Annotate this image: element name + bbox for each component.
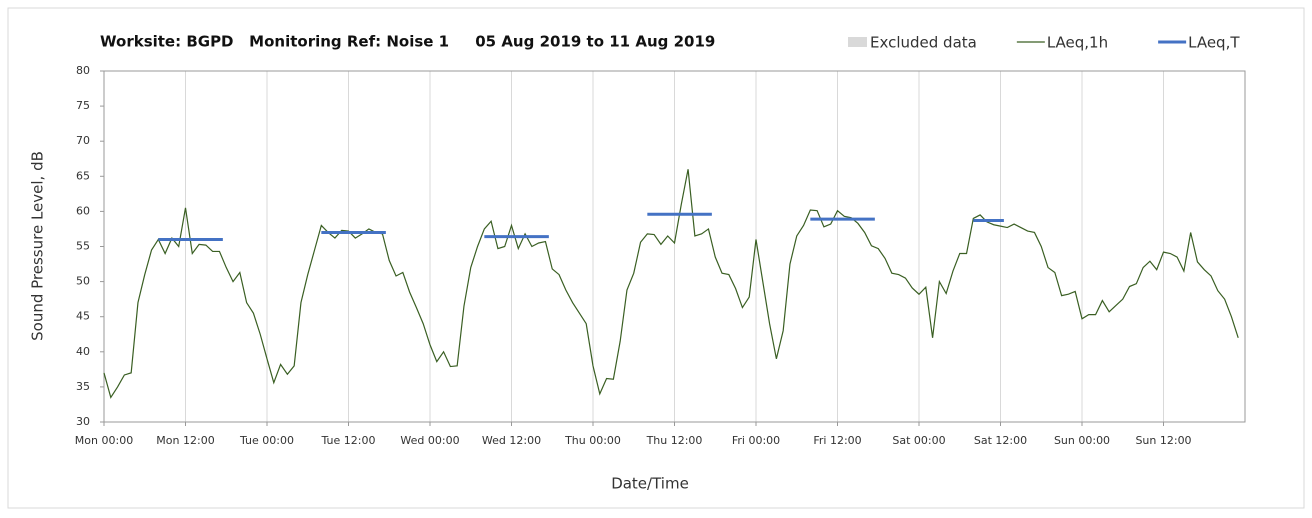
x-tick-label: Fri 12:00 bbox=[813, 434, 861, 447]
y-tick-label: 50 bbox=[76, 275, 90, 288]
x-tick-label: Mon 00:00 bbox=[75, 434, 133, 447]
x-tick-label: Sat 12:00 bbox=[974, 434, 1027, 447]
x-axis-title: Date/Time bbox=[611, 475, 689, 493]
x-tick-label: Sun 00:00 bbox=[1054, 434, 1110, 447]
x-tick-label: Thu 00:00 bbox=[564, 434, 621, 447]
x-tick-label: Tue 00:00 bbox=[239, 434, 294, 447]
y-tick-label: 70 bbox=[76, 134, 90, 147]
legend-label: LAeq,T bbox=[1188, 34, 1240, 52]
y-axis-title: Sound Pressure Level, dB bbox=[29, 151, 47, 341]
x-tick-label: Fri 00:00 bbox=[732, 434, 780, 447]
y-tick-label: 60 bbox=[76, 204, 90, 217]
line-series bbox=[103, 169, 1239, 399]
y-tick-label: 65 bbox=[76, 169, 90, 182]
y-tick-label: 55 bbox=[76, 240, 90, 253]
y-tick-label: 40 bbox=[76, 345, 90, 358]
x-tick-label: Sun 12:00 bbox=[1135, 434, 1191, 447]
x-tick-label: Wed 00:00 bbox=[400, 434, 459, 447]
x-tick-label: Tue 12:00 bbox=[321, 434, 376, 447]
y-tick-label: 30 bbox=[76, 415, 90, 428]
legend-swatch bbox=[848, 37, 867, 47]
x-tick-label: Wed 12:00 bbox=[482, 434, 541, 447]
chart-title: Worksite: BGPD Monitoring Ref: Noise 1 0… bbox=[100, 33, 715, 51]
y-tick-label: 45 bbox=[76, 310, 90, 323]
chart-border bbox=[7, 7, 1305, 509]
y-tick-label: 35 bbox=[76, 380, 90, 393]
x-tick-label: Sat 00:00 bbox=[892, 434, 945, 447]
y-tick-label: 75 bbox=[76, 99, 90, 112]
legend-label: LAeq,1h bbox=[1047, 34, 1108, 52]
y-tick-label: 80 bbox=[76, 64, 90, 77]
x-tick-label: Thu 12:00 bbox=[646, 434, 703, 447]
legend-label: Excluded data bbox=[870, 34, 977, 52]
x-tick-label: Mon 12:00 bbox=[156, 434, 214, 447]
